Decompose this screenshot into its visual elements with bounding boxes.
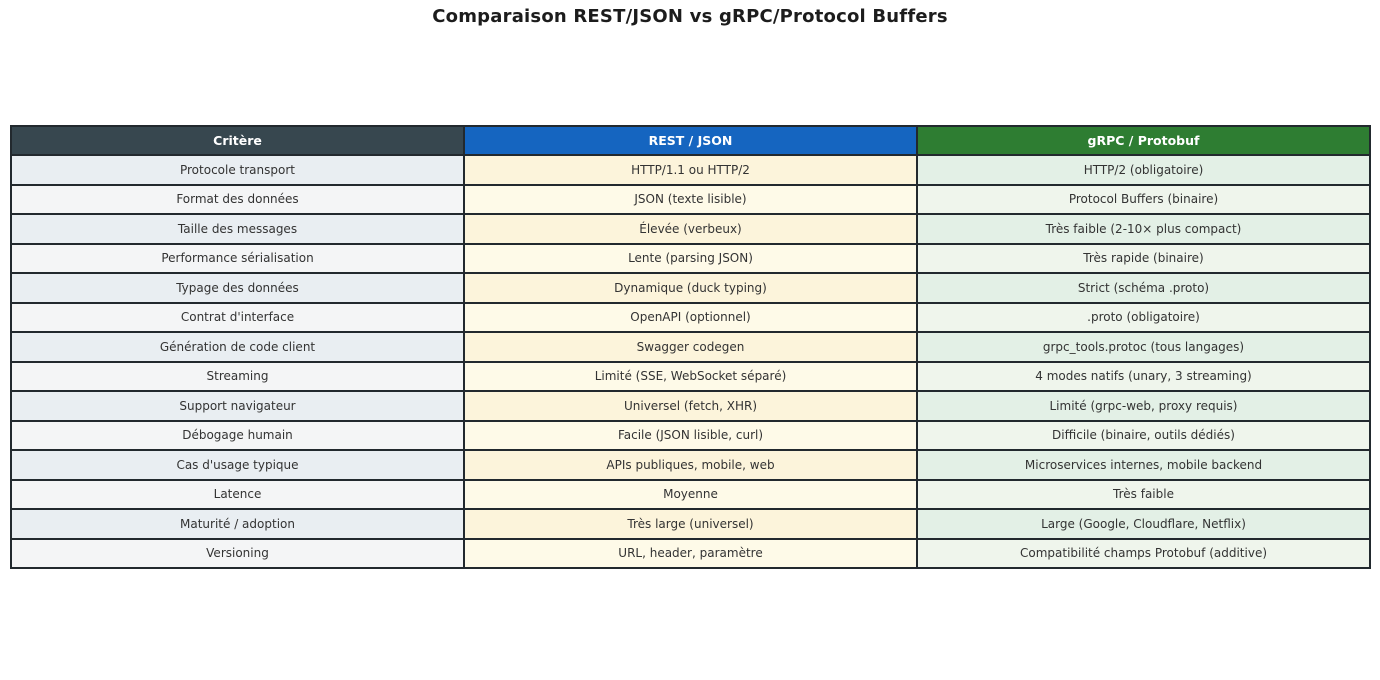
table-body: Protocole transport HTTP/1.1 ou HTTP/2 HTT… bbox=[10, 154, 1371, 569]
cell-rest: OpenAPI (optionnel) bbox=[463, 301, 918, 333]
cell-rest: Universel (fetch, XHR) bbox=[463, 390, 918, 422]
cell-grpc: grpc_tools.protoc (tous langages) bbox=[916, 331, 1371, 363]
header-row: Critère REST / JSON gRPC / Protobuf bbox=[10, 125, 1371, 156]
table-row: Débogage humain Facile (JSON lisible, cur… bbox=[10, 419, 1371, 451]
cell-critere: Typage des données bbox=[10, 272, 465, 304]
cell-critere: Performance sérialisation bbox=[10, 242, 465, 274]
cell-grpc: Très rapide (binaire) bbox=[916, 242, 1371, 274]
cell-grpc: Compatibilité champs Protobuf (additive) bbox=[916, 537, 1371, 569]
table-row: Contrat d'interface OpenAPI (optionnel) .p… bbox=[10, 301, 1371, 333]
table-row: Maturité / adoption Très large (universel… bbox=[10, 508, 1371, 540]
cell-grpc: .proto (obligatoire) bbox=[916, 301, 1371, 333]
cell-critere: Versioning bbox=[10, 537, 465, 569]
table-row: Typage des données Dynamique (duck typing… bbox=[10, 272, 1371, 304]
table-row: Protocole transport HTTP/1.1 ou HTTP/2 HTT… bbox=[10, 154, 1371, 186]
column-header-rest: REST / JSON bbox=[463, 125, 918, 156]
cell-critere: Débogage humain bbox=[10, 419, 465, 451]
cell-rest: APIs publiques, mobile, web bbox=[463, 449, 918, 481]
cell-rest: Dynamique (duck typing) bbox=[463, 272, 918, 304]
cell-rest: HTTP/1.1 ou HTTP/2 bbox=[463, 154, 918, 186]
table-row: Versioning URL, header, paramètre Compatib… bbox=[10, 537, 1371, 569]
table-header: Critère REST / JSON gRPC / Protobuf bbox=[10, 125, 1371, 156]
cell-grpc: HTTP/2 (obligatoire) bbox=[916, 154, 1371, 186]
cell-critere: Support navigateur bbox=[10, 390, 465, 422]
cell-critere: Génération de code client bbox=[10, 331, 465, 363]
cell-rest: Moyenne bbox=[463, 478, 918, 510]
cell-grpc: Protocol Buffers (binaire) bbox=[916, 183, 1371, 215]
cell-grpc: Très faible bbox=[916, 478, 1371, 510]
cell-grpc: Microservices internes, mobile backend bbox=[916, 449, 1371, 481]
page-title: Comparaison REST/JSON vs gRPC/Protocol B… bbox=[432, 6, 948, 27]
table-row: Streaming Limité (SSE, WebSocket séparé) 4… bbox=[10, 360, 1371, 392]
cell-rest: Très large (universel) bbox=[463, 508, 918, 540]
table-row: Support navigateur Universel (fetch, XHR)… bbox=[10, 390, 1371, 422]
column-header-grpc: gRPC / Protobuf bbox=[916, 125, 1371, 156]
cell-grpc: Difficile (binaire, outils dédiés) bbox=[916, 419, 1371, 451]
column-header-critere: Critère bbox=[10, 125, 465, 156]
cell-critere: Cas d'usage typique bbox=[10, 449, 465, 481]
cell-critere: Maturité / adoption bbox=[10, 508, 465, 540]
cell-rest: Limité (SSE, WebSocket séparé) bbox=[463, 360, 918, 392]
cell-grpc: Limité (grpc-web, proxy requis) bbox=[916, 390, 1371, 422]
table-row: Performance sérialisation Lente (parsing … bbox=[10, 242, 1371, 274]
table-row: Cas d'usage typique APIs publiques, mobil… bbox=[10, 449, 1371, 481]
comparison-table: Critère REST / JSON gRPC / Protobuf Protoc… bbox=[10, 125, 1371, 569]
cell-critere: Format des données bbox=[10, 183, 465, 215]
cell-critere: Taille des messages bbox=[10, 213, 465, 245]
cell-critere: Streaming bbox=[10, 360, 465, 392]
table-row: Format des données JSON (texte lisible) Pr… bbox=[10, 183, 1371, 215]
cell-rest: Lente (parsing JSON) bbox=[463, 242, 918, 274]
table-row: Génération de code client Swagger codegen… bbox=[10, 331, 1371, 363]
cell-rest: Facile (JSON lisible, curl) bbox=[463, 419, 918, 451]
cell-critere: Latence bbox=[10, 478, 465, 510]
cell-rest: JSON (texte lisible) bbox=[463, 183, 918, 215]
cell-grpc: 4 modes natifs (unary, 3 streaming) bbox=[916, 360, 1371, 392]
cell-grpc: Très faible (2-10× plus compact) bbox=[916, 213, 1371, 245]
cell-rest: URL, header, paramètre bbox=[463, 537, 918, 569]
cell-critere: Protocole transport bbox=[10, 154, 465, 186]
cell-grpc: Strict (schéma .proto) bbox=[916, 272, 1371, 304]
cell-grpc: Large (Google, Cloudflare, Netflix) bbox=[916, 508, 1371, 540]
table-row: Taille des messages Élevée (verbeux) Très … bbox=[10, 213, 1371, 245]
cell-rest: Élevée (verbeux) bbox=[463, 213, 918, 245]
cell-rest: Swagger codegen bbox=[463, 331, 918, 363]
table-row: Latence Moyenne Très faible bbox=[10, 478, 1371, 510]
cell-critere: Contrat d'interface bbox=[10, 301, 465, 333]
